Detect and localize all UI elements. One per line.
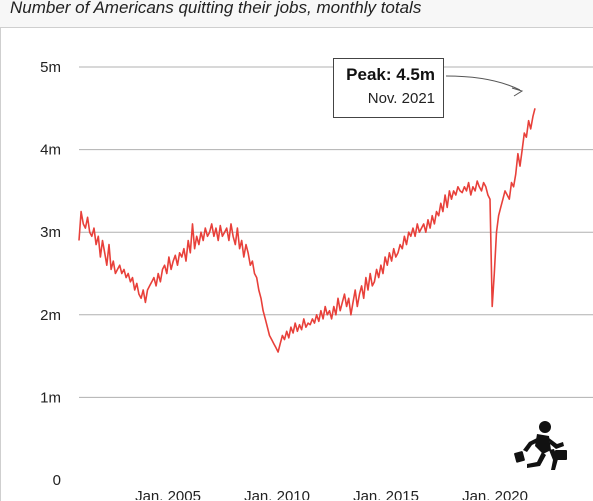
y-axis: 0 1m 2m 3m 4m 5m	[40, 59, 61, 489]
chart-subtitle: Number of Americans quitting their jobs,…	[10, 0, 422, 17]
x-tick-label: Jan. 2010	[244, 488, 310, 500]
y-tick-label: 5m	[40, 59, 61, 76]
y-tick-label: 3m	[40, 224, 61, 241]
y-tick-label: 1m	[40, 389, 61, 406]
quits-series-line	[78, 108, 536, 353]
x-tick-label: Jan. 2015	[353, 488, 419, 500]
callout-arrowhead	[511, 87, 524, 97]
callout-arrow	[445, 75, 521, 91]
y-tick-label: 4m	[40, 142, 61, 159]
peak-label: Peak: 4.5m	[346, 65, 435, 84]
y-tick-label: 2m	[40, 307, 61, 324]
peak-callout: Peak: 4.5m Nov. 2021	[333, 58, 444, 118]
x-tick-label: Jan. 2020	[462, 488, 528, 500]
peak-date: Nov. 2021	[367, 90, 435, 107]
x-tick-label: Jan. 2005	[135, 488, 201, 500]
x-axis: Jan. 2005 Jan. 2010 Jan. 2015 Jan. 2020	[135, 488, 528, 500]
y-tick-label: 0	[53, 472, 61, 489]
running-businessman-icon	[514, 421, 567, 470]
